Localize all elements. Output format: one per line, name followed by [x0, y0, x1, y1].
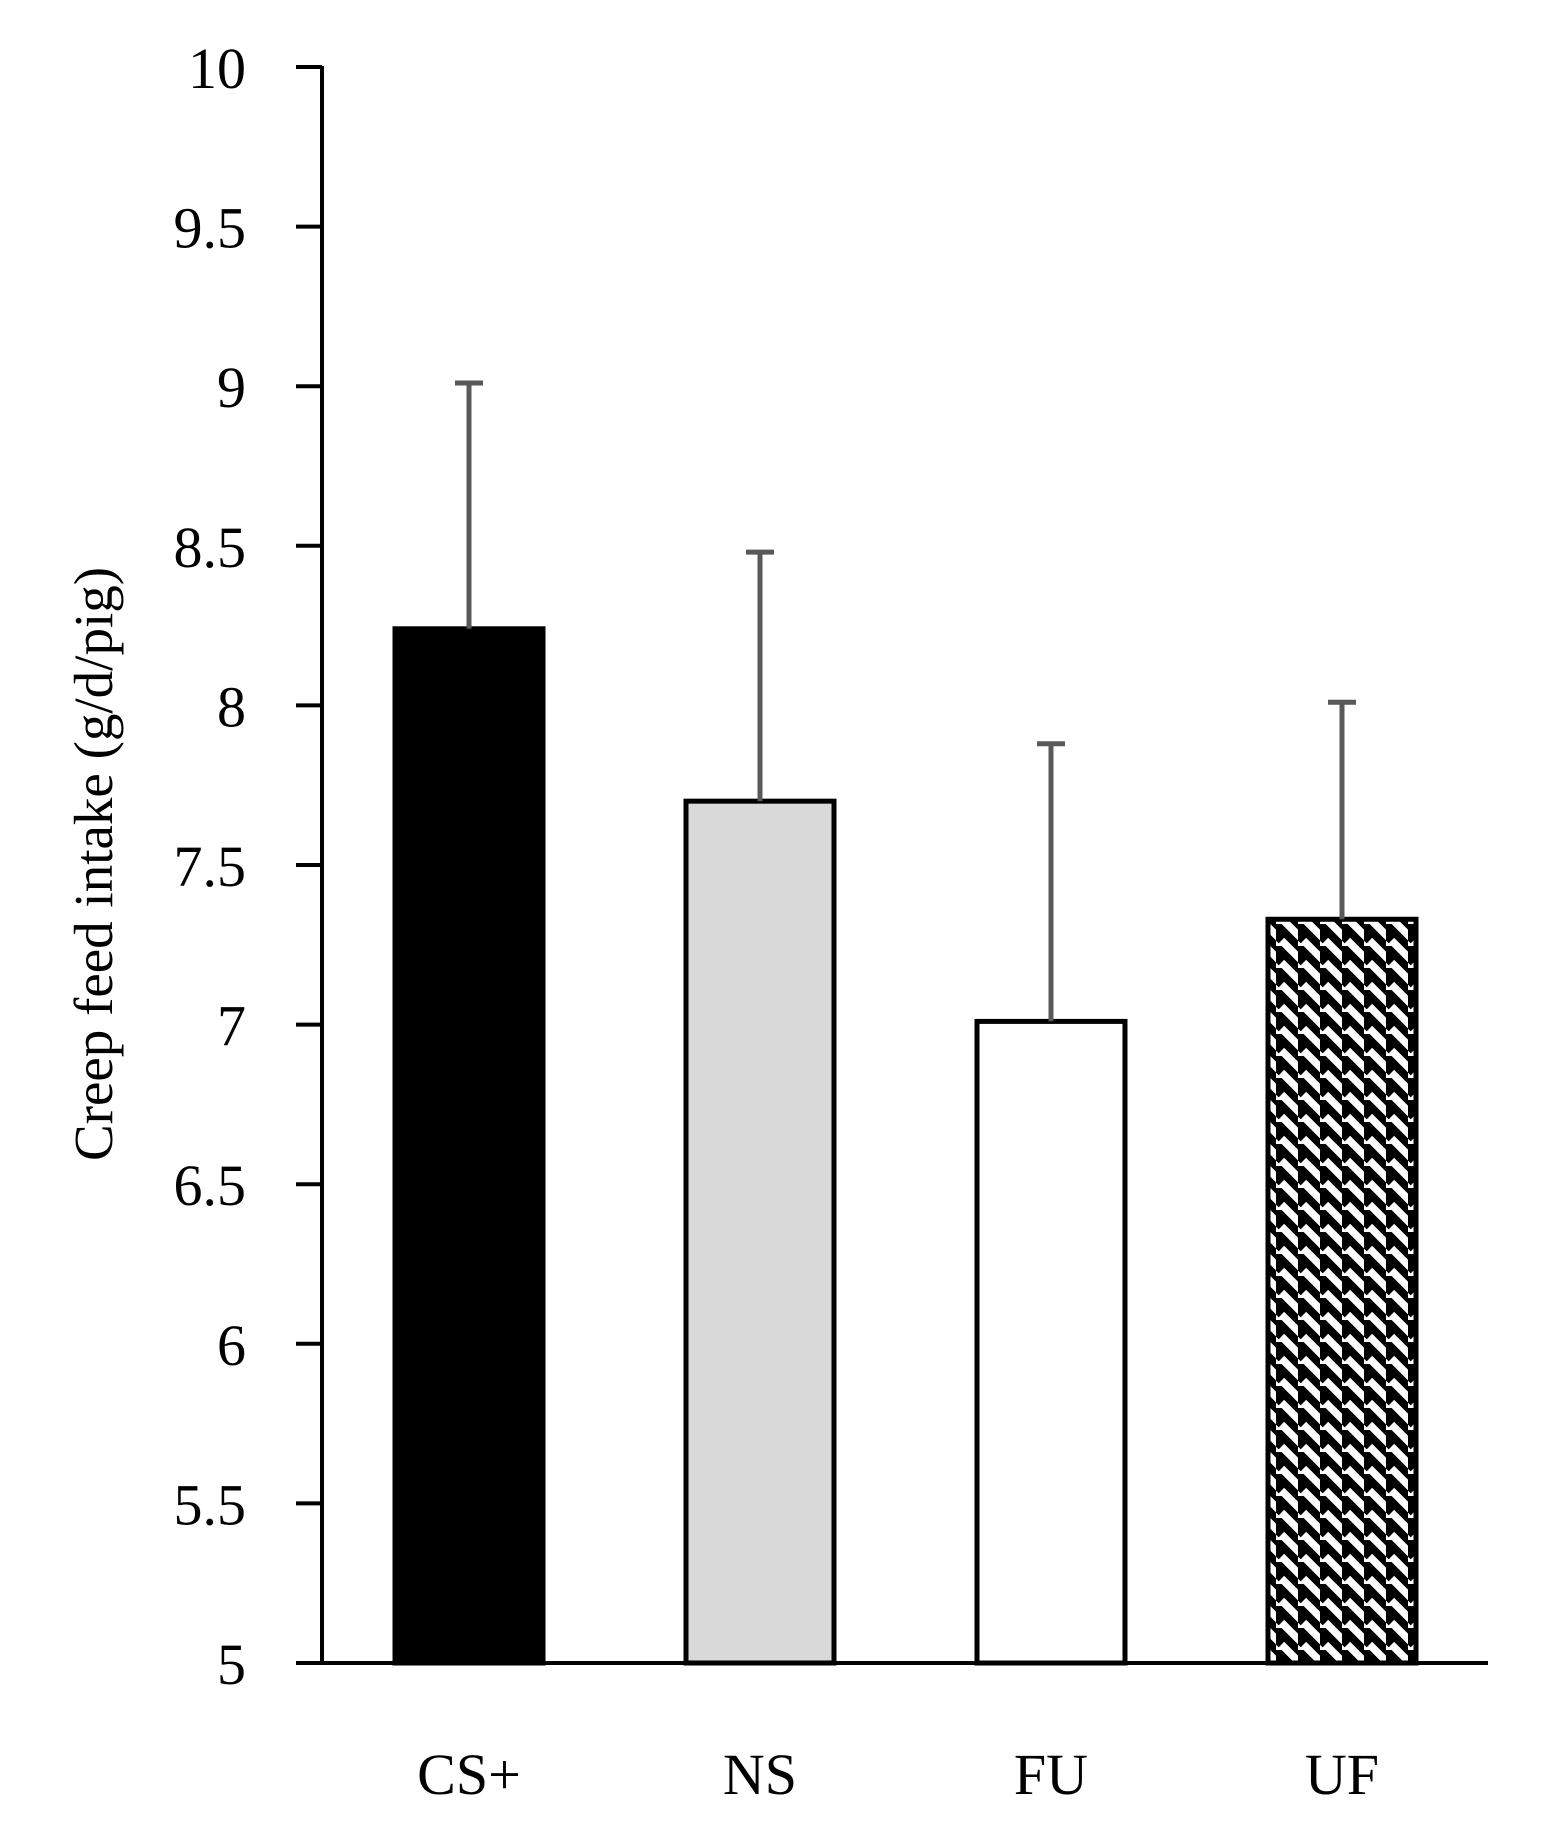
y-tick-label: 5.5 [174, 1472, 247, 1537]
x-axis: CS+ NS FU UF [296, 1661, 1488, 1807]
y-tick-label: 6.5 [174, 1153, 247, 1218]
x-tick-label-fu: FU [1014, 1742, 1088, 1807]
y-tick-label: 9.5 [174, 196, 247, 261]
error-bars-layer [455, 380, 1356, 1022]
bars-layer [392, 626, 1419, 1666]
y-tick-label: 8 [217, 674, 246, 739]
bar-uf [1265, 916, 1419, 1666]
y-tick-label: 10 [188, 36, 246, 101]
x-tick-label-uf: UF [1305, 1742, 1379, 1807]
y-axis-title: Creep feed intake (g/d/pig) [63, 567, 124, 1161]
y-tick-label: 7 [217, 994, 246, 1059]
y-axis: 5 5.5 6 6.5 7 7.5 8 8.5 9 9.5 10 [174, 36, 324, 1697]
bar-ns [683, 798, 837, 1666]
y-tick-label: 8.5 [174, 515, 247, 580]
y-tick-label: 9 [217, 355, 246, 420]
x-tick-label-ns: NS [723, 1742, 797, 1807]
x-tick-label-cs-plus: CS+ [417, 1742, 521, 1807]
bar-cs-plus [392, 626, 546, 1666]
y-tick-label: 7.5 [174, 834, 247, 899]
y-tick-label: 5 [217, 1632, 246, 1697]
bar-fu [974, 1018, 1128, 1666]
y-tick-label: 6 [217, 1313, 246, 1378]
